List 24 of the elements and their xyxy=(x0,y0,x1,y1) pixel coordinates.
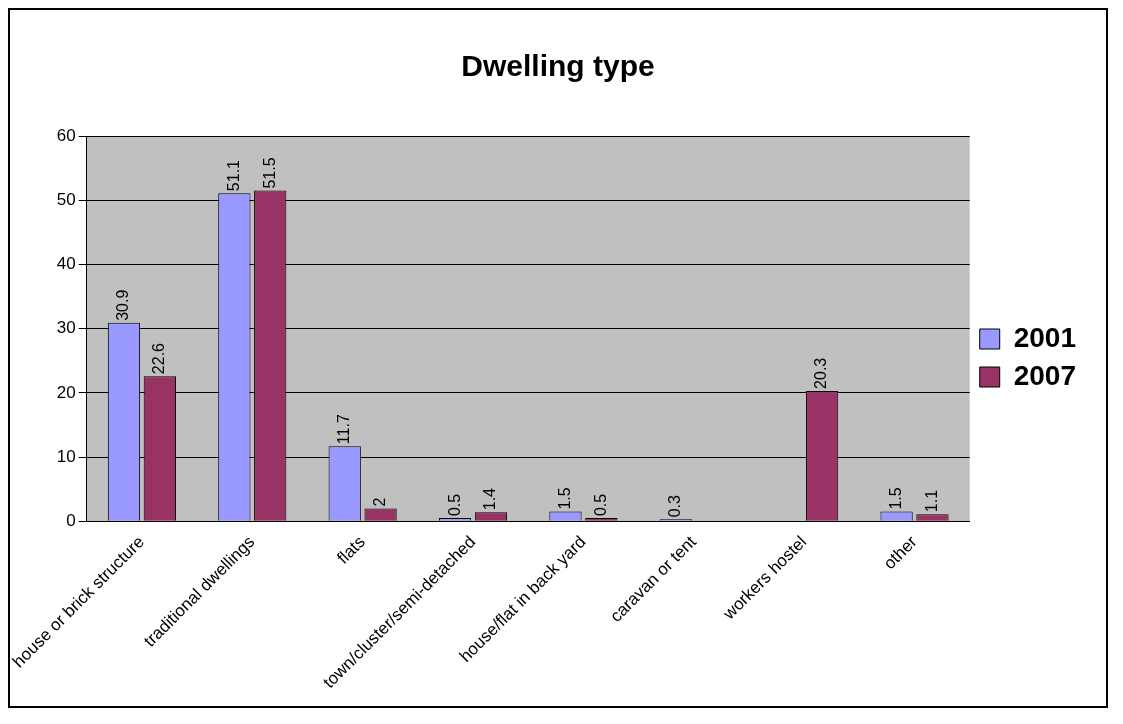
data-label: 11.7 xyxy=(335,414,353,445)
y-tick-label: 40 xyxy=(56,254,76,274)
data-label: 22.6 xyxy=(150,342,168,375)
y-tick-label: 30 xyxy=(56,318,76,338)
data-label: 0.5 xyxy=(591,493,609,517)
y-tick-label: 20 xyxy=(56,382,76,402)
data-label: 0.3 xyxy=(666,494,684,518)
y-tick-label: 50 xyxy=(56,189,76,209)
data-label: 1.1 xyxy=(922,489,940,513)
data-label: 1.4 xyxy=(481,487,499,511)
data-label: 1.5 xyxy=(886,487,904,510)
data-label: 51.5 xyxy=(260,157,278,189)
data-label: 1.5 xyxy=(555,487,573,510)
data-label: 2 xyxy=(371,497,388,507)
chart-title: Dwelling type xyxy=(461,49,655,83)
legend-label: 2007 xyxy=(1013,359,1077,391)
data-label: 0.5 xyxy=(445,493,463,517)
data-label: 30.9 xyxy=(114,289,132,321)
y-tick-label: 0 xyxy=(66,510,76,530)
data-label: 51.1 xyxy=(224,159,242,192)
y-tick-label: 60 xyxy=(56,125,76,145)
legend-label: 2001 xyxy=(1013,321,1077,353)
y-tick-label: 10 xyxy=(56,446,76,466)
data-label: 20.3 xyxy=(812,357,830,389)
